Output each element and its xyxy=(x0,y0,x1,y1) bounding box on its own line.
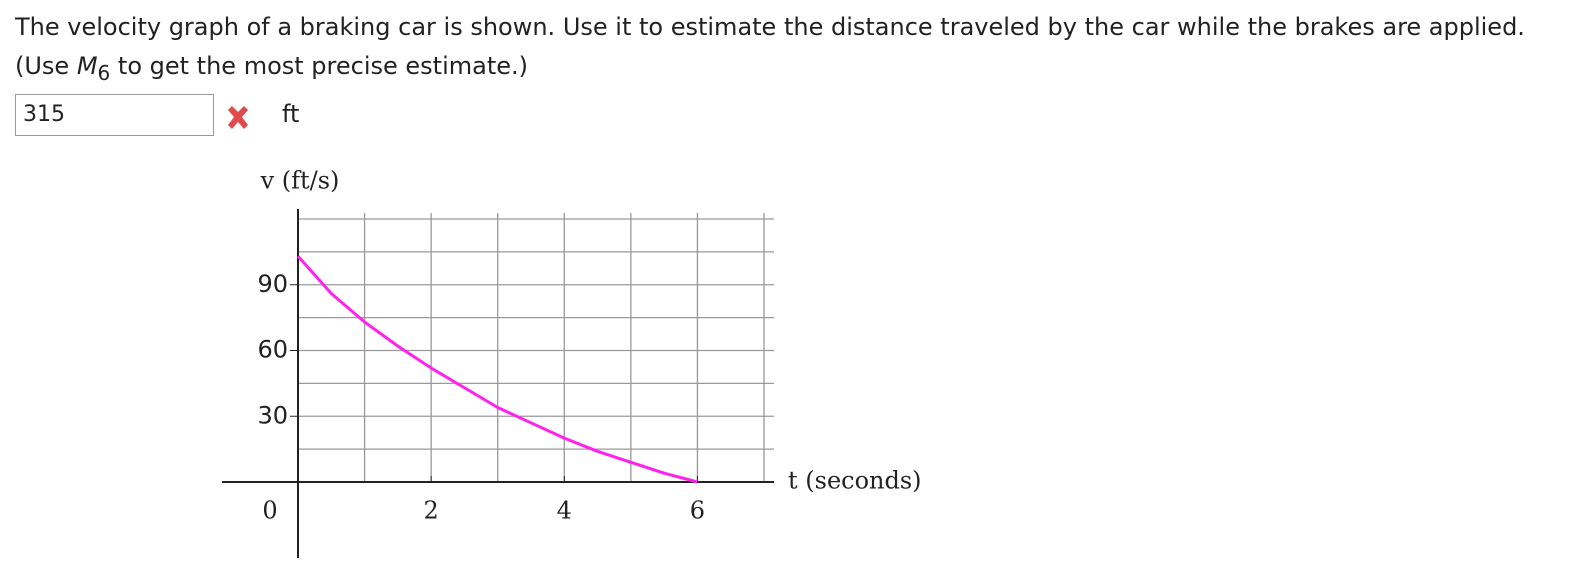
chart: v (ft/s) t (seconds) 0 2 4 6 30 60 90 xyxy=(222,167,922,558)
y-tick-label: 60 xyxy=(257,336,288,364)
x-tick-label: 4 xyxy=(557,497,572,525)
wrong-icon xyxy=(228,106,248,129)
method: M xyxy=(76,52,98,80)
question-text: to get the most precise estimate.) xyxy=(110,52,528,80)
y-axis-label: v (ft/s) xyxy=(260,167,340,195)
y-tick-label: 90 xyxy=(257,270,288,298)
answer-input[interactable]: 315 xyxy=(15,94,214,136)
question: The velocity graph of a braking car is s… xyxy=(15,8,1565,93)
y-tick-label: 30 xyxy=(257,401,288,429)
x-tick-label: 6 xyxy=(690,497,705,525)
velocity-curve xyxy=(296,255,698,484)
method-subscript: 6 xyxy=(97,60,111,85)
unit: ft xyxy=(282,100,300,128)
x-tick-label: 2 xyxy=(424,497,439,525)
question-text: The velocity graph of a braking car is s… xyxy=(15,13,1525,80)
x-axis-label: t (seconds) xyxy=(788,467,922,495)
x-tick-label: 0 xyxy=(262,497,277,525)
